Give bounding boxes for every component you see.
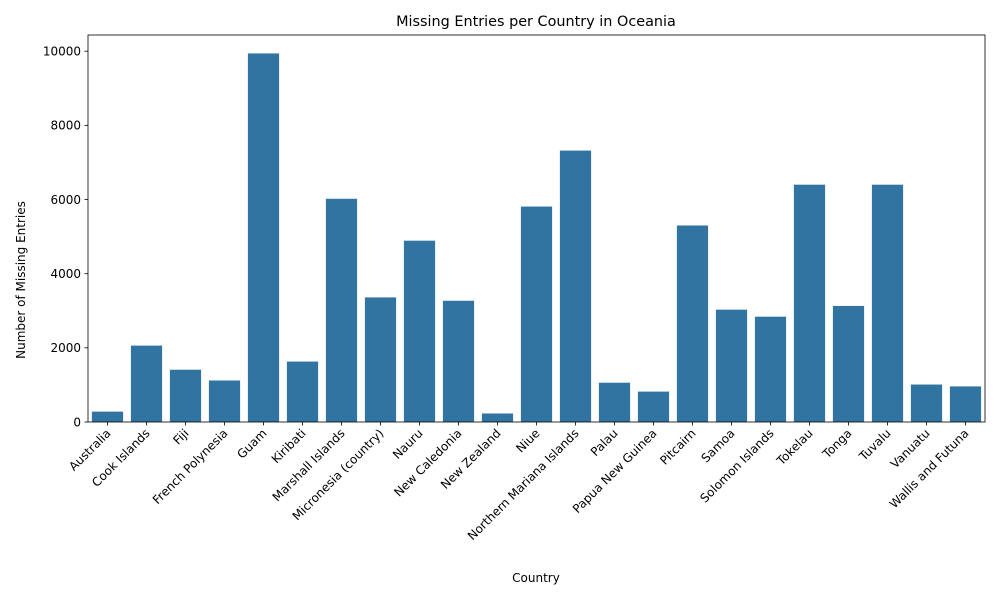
bar-tokelau <box>793 184 826 422</box>
x-tick-label: French Polynesia <box>150 426 231 507</box>
bar-french-polynesia <box>208 380 241 422</box>
y-axis-label: Number of Missing Entries <box>14 201 28 359</box>
x-tick-label: Niue <box>513 426 542 455</box>
x-tick-label: Nauru <box>390 426 426 462</box>
bar-kiribati <box>286 361 319 422</box>
bar-guam <box>247 53 280 423</box>
bar-australia <box>91 411 124 422</box>
bar-northern-mariana-islands <box>559 150 592 422</box>
x-tick-label: New Caledonia <box>391 426 464 499</box>
bar-niue <box>520 206 553 422</box>
bar-nauru <box>403 240 436 422</box>
x-tick-label: Marshall Islands <box>270 426 348 504</box>
y-tick-label: 4000 <box>50 267 81 281</box>
y-tick-label: 6000 <box>50 193 81 207</box>
x-tick-label: Fiji <box>170 426 191 447</box>
bar-new-zealand <box>481 413 514 422</box>
x-tick-label: Tonga <box>819 426 855 462</box>
bar-solomon-islands <box>754 316 787 422</box>
x-tick-label: Tokelau <box>773 426 815 468</box>
x-tick-label: Guam <box>234 426 269 461</box>
x-tick-label: Samoa <box>698 426 737 465</box>
plot-frame <box>87 34 986 423</box>
bar-papua-new-guinea <box>637 391 670 422</box>
bar-vanuatu <box>910 384 943 422</box>
x-tick-label: Palau <box>588 426 621 459</box>
bar-fiji <box>169 369 202 422</box>
x-axis-label: Country <box>512 571 560 585</box>
x-tick-label: Tuvalu <box>856 426 894 464</box>
bar-new-caledonia <box>442 300 475 422</box>
bar-samoa <box>715 309 748 422</box>
bar-wallis-and-futuna <box>949 386 982 422</box>
bar-pitcairn <box>676 225 709 422</box>
x-tick-label: Pitcairn <box>657 426 698 467</box>
chart-title: Missing Entries per Country in Oceania <box>396 14 676 30</box>
bar-cook-islands <box>130 345 163 422</box>
y-tick-label: 8000 <box>50 119 81 133</box>
y-tick-label: 10000 <box>43 45 81 59</box>
bar-marshall-islands <box>325 198 358 422</box>
bar-palau <box>598 382 631 422</box>
bar-tuvalu <box>871 184 904 422</box>
y-tick-label: 2000 <box>50 341 81 355</box>
bar-micronesia-country <box>364 297 397 422</box>
y-tick-label: 0 <box>73 415 81 429</box>
x-tick-label: Solomon Islands <box>697 426 776 505</box>
y-axis: 0 2000 4000 6000 8000 10000 <box>43 45 88 429</box>
plot-area <box>91 53 982 423</box>
bar-tonga <box>832 305 865 422</box>
